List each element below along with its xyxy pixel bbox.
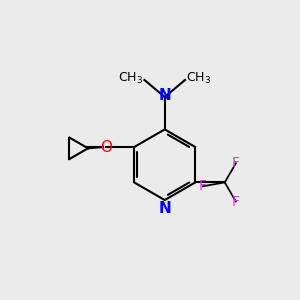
Text: F: F: [199, 179, 207, 193]
Text: F: F: [232, 156, 240, 170]
Text: CH$_3$: CH$_3$: [187, 71, 211, 86]
Text: N: N: [158, 88, 171, 103]
Text: F: F: [232, 194, 240, 208]
Text: N: N: [158, 201, 171, 216]
Text: O: O: [100, 140, 112, 154]
Text: CH$_3$: CH$_3$: [118, 71, 143, 86]
